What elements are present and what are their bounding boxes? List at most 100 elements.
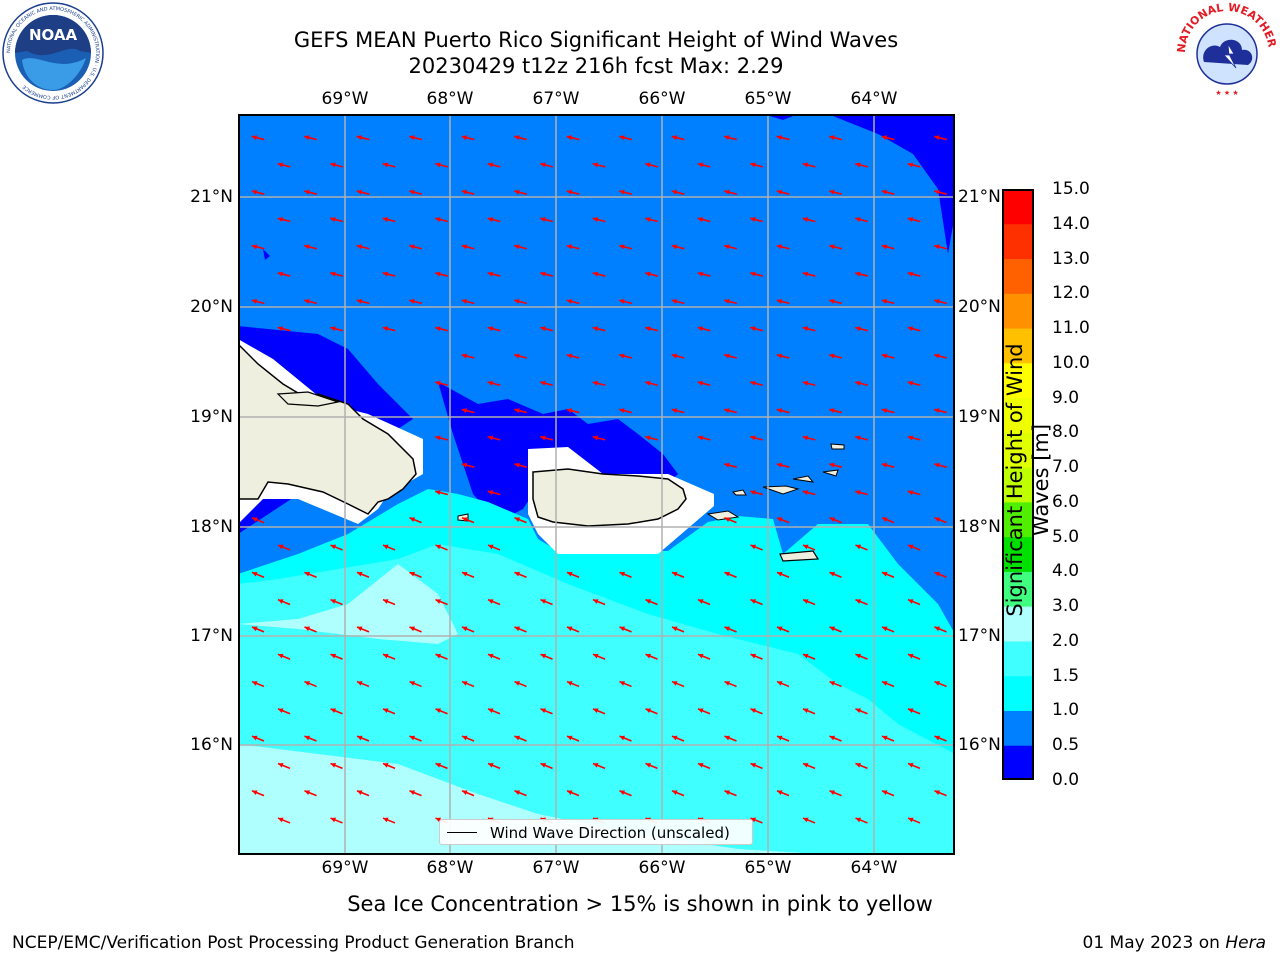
wave-arrow-head <box>881 462 888 468</box>
wave-arrow-head <box>435 817 442 823</box>
wave-arrow-head <box>855 490 861 495</box>
wave-arrow-head <box>934 626 941 632</box>
colorbar-segment <box>1002 571 1034 607</box>
wave-arrow-head <box>461 244 468 250</box>
colorbar-tick-label: 15.0 <box>1052 179 1090 199</box>
wave-arrow-head <box>330 817 337 823</box>
wave-arrow-head <box>487 708 494 714</box>
wave-arrow-head <box>382 162 389 168</box>
wave-arrow-head <box>304 571 311 577</box>
wave-arrow-head <box>802 435 809 441</box>
sea-ice-note: Sea Ice Concentration > 15% is shown in … <box>347 892 933 916</box>
wave-arrow-head <box>881 517 888 522</box>
wave-arrow-head <box>540 326 546 332</box>
wave-arrow-head <box>619 626 626 632</box>
wave-arrow-head <box>645 326 651 332</box>
wave-arrow-head <box>907 544 914 550</box>
colorbar-tick-label: 14.0 <box>1052 213 1090 234</box>
wave-arrow-head <box>382 653 389 659</box>
wave-arrow-head <box>619 299 625 304</box>
wave-arrow-head <box>934 462 940 468</box>
wave-arrow-head <box>881 735 888 741</box>
wave-arrow-head <box>356 735 363 741</box>
colorbar-tick-label: 1.5 <box>1052 665 1080 686</box>
wave-arrow-head <box>251 790 258 795</box>
wave-arrow-head <box>829 571 836 577</box>
legend-line-sample <box>447 832 477 833</box>
wave-arrow-head <box>592 599 599 604</box>
wave-arrow-head <box>934 353 940 359</box>
wave-arrow-head <box>277 599 284 604</box>
colorbar-segment <box>1002 223 1034 260</box>
wave-arrow-head <box>829 299 835 304</box>
wave-arrow-head <box>802 544 809 550</box>
wave-arrow-head <box>514 462 520 468</box>
wave-arrow-head <box>566 735 573 741</box>
lon-label-bottom: 67°W <box>532 858 580 878</box>
wave-arrow-head <box>776 299 783 304</box>
wave-arrow-head <box>671 408 678 414</box>
wave-arrow-head <box>251 571 258 577</box>
wave-arrow-head <box>514 189 520 195</box>
wave-arrow-head <box>592 162 599 168</box>
wave-arrow-head <box>382 763 389 768</box>
wave-arrow-head <box>697 380 704 386</box>
wave-arrow-head <box>330 271 336 277</box>
wave-arrow-head <box>619 353 625 359</box>
wave-arrow-head <box>514 626 521 632</box>
wave-arrow-head <box>881 408 888 414</box>
wave-arrow-head <box>540 708 547 714</box>
wave-arrow-head <box>619 790 626 795</box>
wave-arrow-head <box>934 571 941 577</box>
wave-arrow-head <box>304 135 310 141</box>
wave-arrow-head <box>461 353 468 359</box>
wave-arrow-head <box>409 790 416 795</box>
map-frame <box>238 114 955 855</box>
wave-arrow-head <box>776 353 783 359</box>
footer-date: 01 May 2023 on Hera <box>1082 933 1267 953</box>
wave-arrow-head <box>750 435 756 441</box>
wave-arrow-head <box>776 626 783 632</box>
wave-arrow-head <box>330 162 336 168</box>
wave-arrow-head <box>697 763 704 768</box>
wave-arrow-head <box>592 217 599 222</box>
wave-arrow-head <box>566 135 573 141</box>
chart-subtitle: 20230429 t12z 216h fcst Max: 2.29 <box>408 54 784 78</box>
wave-arrow-head <box>487 544 494 550</box>
colorbar-tick-label: 10.0 <box>1052 352 1090 373</box>
wave-arrow-head <box>251 244 258 250</box>
wave-arrow-head <box>592 271 599 277</box>
lon-label-bottom: 68°W <box>426 858 474 878</box>
wave-arrow-head <box>802 326 809 332</box>
wave-arrow-head <box>514 299 520 304</box>
wave-arrow-head <box>934 189 940 195</box>
map-legend: Wind Wave Direction (unscaled) <box>439 819 753 845</box>
wave-arrow-head <box>487 763 494 768</box>
colorbar-segment <box>1002 189 1034 225</box>
wave-arrow-head <box>907 380 914 386</box>
wave-arrow-head <box>409 244 415 250</box>
wave-arrow-head <box>645 763 652 768</box>
colorbar-segment <box>1002 258 1034 294</box>
wave-arrow-head <box>776 408 783 414</box>
wave-height-contours <box>238 114 955 855</box>
wave-arrow-head <box>540 217 546 222</box>
wave-arrow-head <box>277 817 284 823</box>
wave-arrow-head <box>277 271 284 277</box>
wave-arrow-head <box>750 817 757 823</box>
wave-arrow-head <box>881 299 888 304</box>
wave-arrow-head <box>802 653 809 659</box>
wave-arrow-head <box>907 435 914 441</box>
wave-arrow-head <box>356 626 363 632</box>
colorbar-segment <box>1002 397 1034 433</box>
wave-arrow-head <box>645 708 652 714</box>
wave-arrow-head <box>855 217 861 222</box>
wave-arrow-head <box>435 162 441 168</box>
wave-arrow-head <box>829 790 836 795</box>
wave-arrow-head <box>409 681 416 686</box>
colorbar-segment <box>1002 467 1034 503</box>
wave-arrow-head <box>304 189 310 195</box>
wave-arrow-head <box>697 435 704 441</box>
colorbar-tick-label: 13.0 <box>1052 248 1090 269</box>
colorbar-segment <box>1002 328 1034 364</box>
